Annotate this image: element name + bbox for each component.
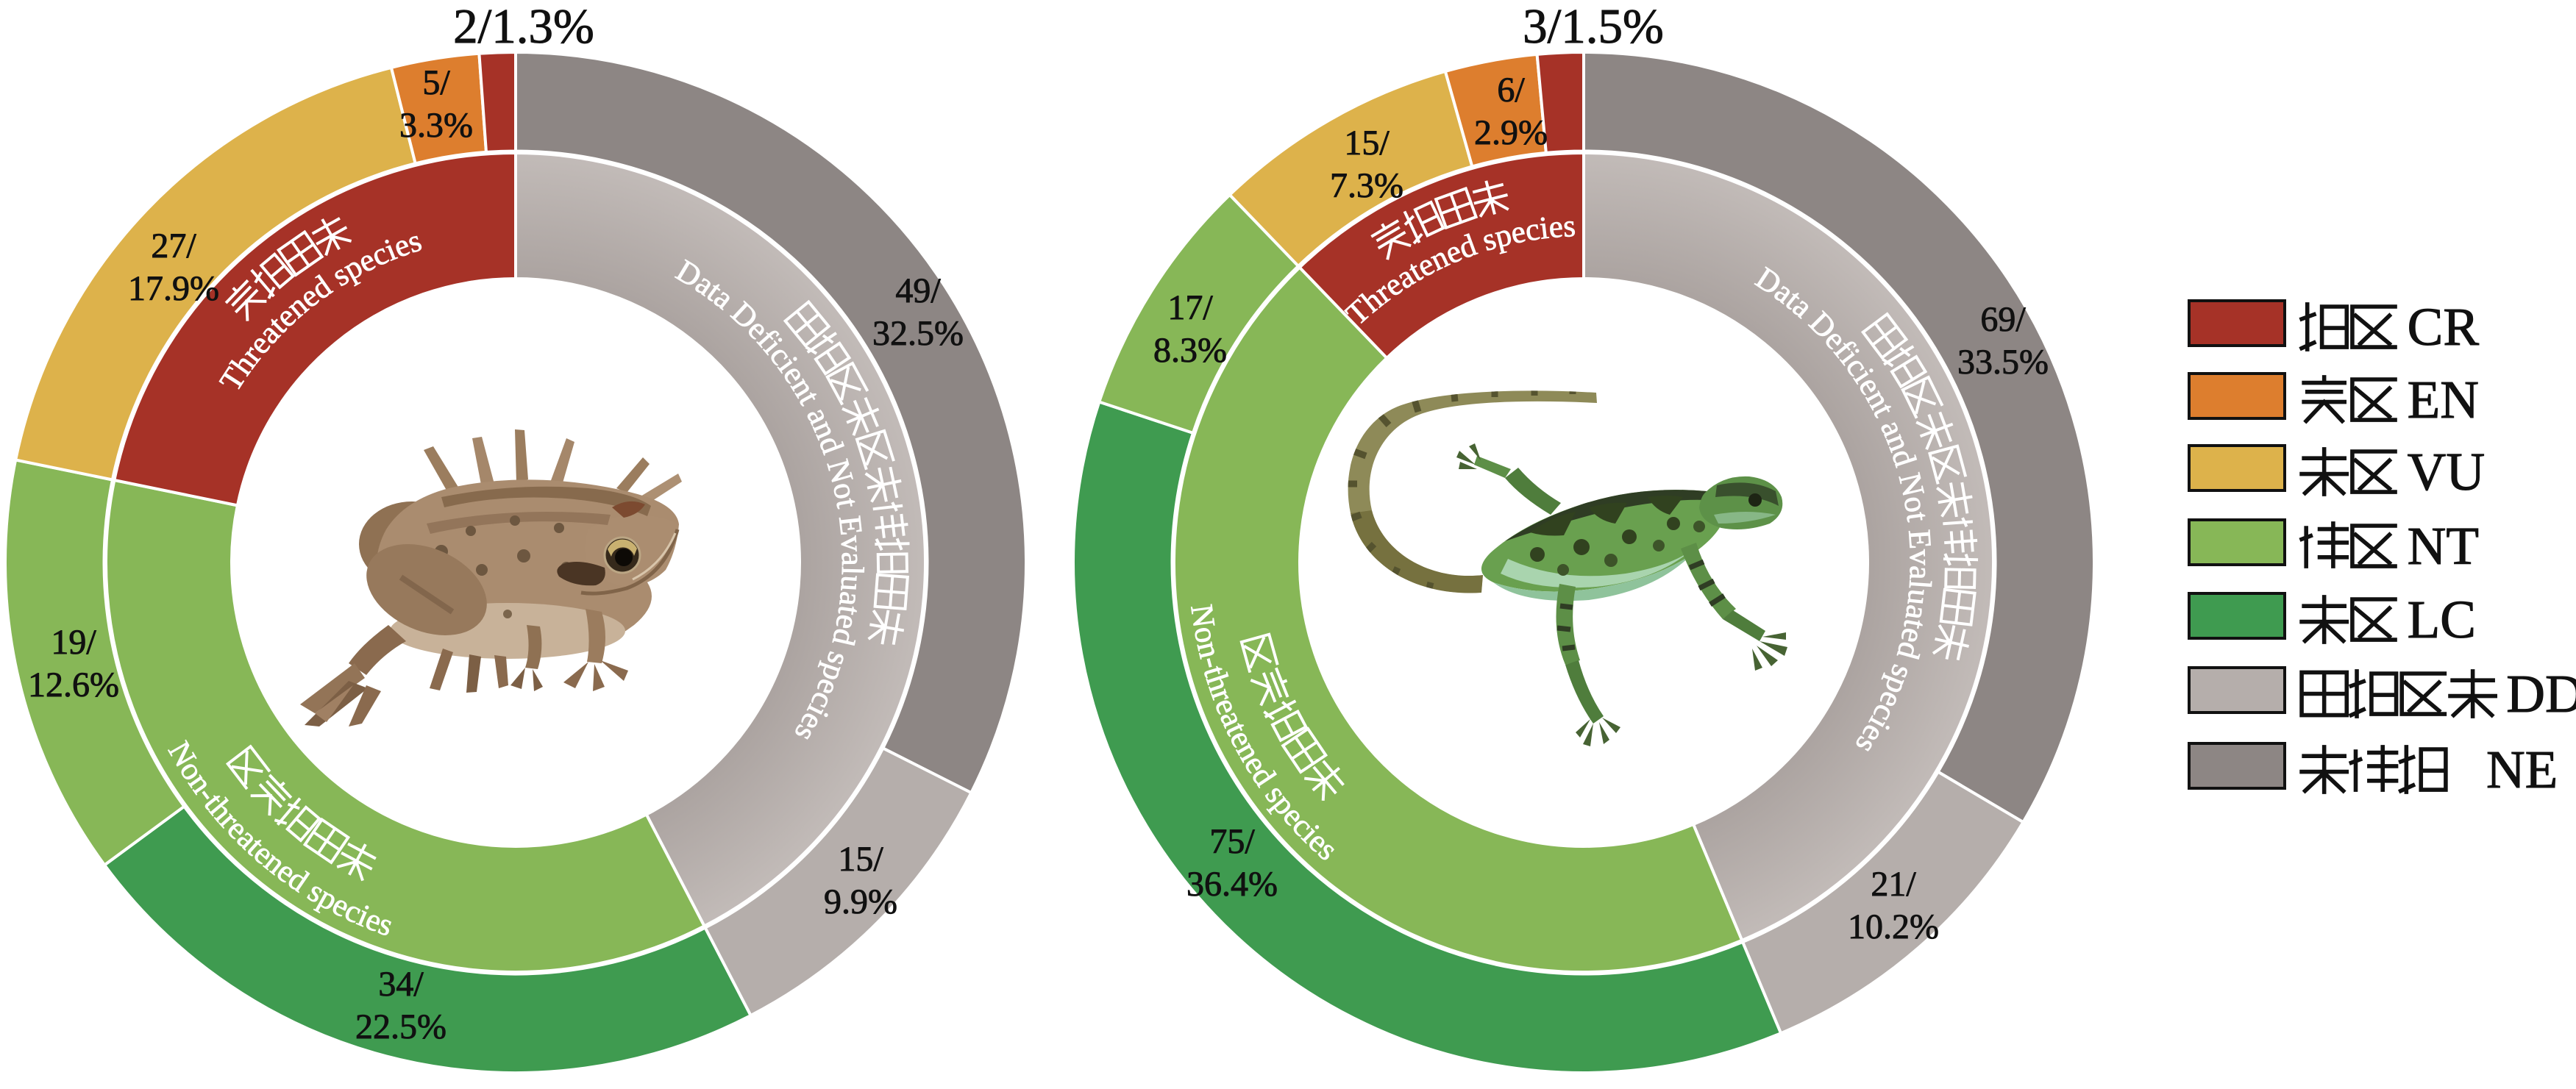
svg-text:19/: 19/ (51, 623, 96, 662)
svg-text:2/1.3%: 2/1.3% (453, 0, 594, 54)
svg-text:LC: LC (2408, 590, 2476, 649)
svg-text:12.6%: 12.6% (28, 665, 119, 704)
svg-text:NT: NT (2408, 516, 2479, 576)
svg-text:6/: 6/ (1497, 71, 1525, 110)
svg-text:21/: 21/ (1871, 865, 1916, 904)
svg-text:22.5%: 22.5% (355, 1007, 446, 1046)
svg-text:15/: 15/ (838, 840, 883, 879)
svg-text:3/1.5%: 3/1.5% (1523, 0, 1664, 54)
svg-text:CR: CR (2408, 297, 2480, 357)
svg-text:34/: 34/ (378, 965, 424, 1004)
svg-text:8.3%: 8.3% (1153, 331, 1227, 370)
svg-text:36.4%: 36.4% (1186, 865, 1278, 904)
svg-text:17.9%: 17.9% (128, 269, 219, 308)
svg-text:2.9%: 2.9% (1474, 113, 1548, 152)
svg-text:NE: NE (2486, 740, 2558, 799)
svg-text:32.5%: 32.5% (872, 314, 964, 353)
svg-text:15/: 15/ (1344, 124, 1390, 163)
svg-text:27/: 27/ (151, 226, 196, 265)
svg-text:75/: 75/ (1209, 822, 1255, 861)
svg-text:5/: 5/ (422, 63, 450, 102)
svg-text:9.9%: 9.9% (824, 882, 897, 921)
svg-text:3.3%: 3.3% (399, 106, 473, 145)
svg-text:10.2%: 10.2% (1848, 907, 1939, 946)
svg-text:69/: 69/ (1980, 300, 2026, 339)
svg-text:DD: DD (2506, 664, 2576, 724)
svg-text:EN: EN (2408, 370, 2479, 429)
svg-text:17/: 17/ (1167, 288, 1213, 327)
svg-text:33.5%: 33.5% (1957, 343, 2049, 382)
svg-text:7.3%: 7.3% (1330, 166, 1403, 205)
svg-text:VU: VU (2408, 442, 2485, 501)
svg-text:49/: 49/ (895, 271, 941, 310)
